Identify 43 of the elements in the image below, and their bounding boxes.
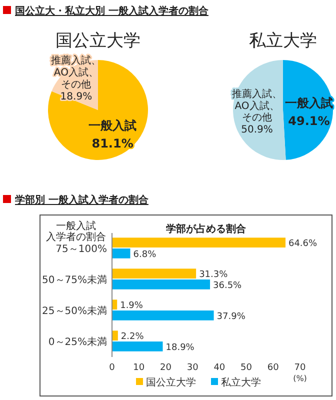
x-tick-label: 70 [294,363,306,373]
chart-title: 学部別 一般入試入学者の割合 [15,194,150,206]
x-tick-label: 60 [267,363,280,373]
x-tick-label: 50 [240,363,252,373]
slice-label: 推薦入試、AO入試、その他 [232,88,282,124]
data-label: 81.1% [92,136,134,150]
y-axis-title: 一般入試入学者の割合 [46,220,106,243]
chart-title: 国公立大学 [56,31,140,51]
x-tick-label: 10 [133,363,145,373]
bar [112,310,214,320]
data-label: 49.1% [288,114,330,128]
x-tick-label: 30 [186,363,199,373]
y-tick-label: 0～25%未満 [48,336,107,348]
data-label: 50.9% [241,124,273,136]
data-label: 31.3% [199,270,228,280]
legend-label: 国公立大学 [146,376,196,388]
bar [112,268,196,278]
bar [112,342,163,352]
y-tick-label: 75～100% [56,244,107,255]
chart-subtitle: 学部が占める割合 [166,223,247,235]
data-label: 2.2% [120,332,144,342]
data-label: 6.8% [133,250,157,260]
bar [112,330,118,340]
data-label: 1.9% [120,301,144,312]
bar [112,300,118,310]
data-label: 37.9% [216,312,246,322]
bar [112,280,210,290]
y-tick-label: 25～50%未満 [42,305,107,317]
bar [112,238,286,248]
chart-title: 私立大学 [249,31,317,51]
y-tick-label: 50～75%未満 [42,274,107,286]
data-label: 64.6% [288,239,318,250]
legend-label: 私立大学 [221,376,261,388]
data-label: 18.9% [166,342,195,353]
slice-label: 推薦入試、AO入試、その他 [51,54,102,91]
data-label: 36.5% [213,280,242,291]
x-tick-label: 20 [160,363,172,373]
x-axis-title: (%) [293,374,307,383]
bar [112,248,130,258]
text: 国公立大・私立大別 一般入試入学者の割合 [15,5,210,17]
x-tick-label: 40 [214,363,226,373]
x-tick-label: 0 [109,363,116,373]
slice-label: 一般入試 [88,118,137,132]
